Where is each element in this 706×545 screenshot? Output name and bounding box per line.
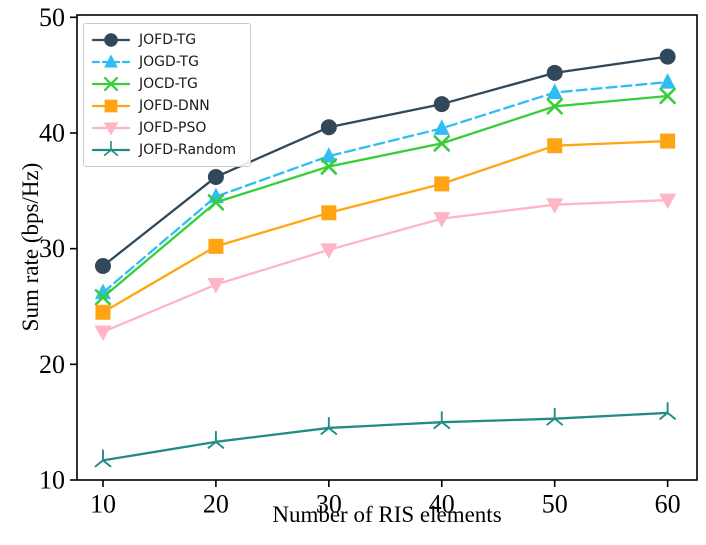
svg-text:10: 10 (90, 489, 116, 518)
legend-label: JOFD-TG (139, 32, 197, 48)
legend-label: JOFD-Random (139, 142, 236, 158)
svg-text:10: 10 (39, 466, 65, 495)
svg-text:40: 40 (429, 489, 455, 518)
legend-item-jocd-tg: JOCD-TG (92, 74, 236, 94)
legend-marker-tri-down-icon (92, 141, 130, 156)
legend-label: JOGD-TG (139, 54, 199, 70)
legend: JOFD-TG JOGD-TG JOCD-TG JOFD-DNN JOFD-PS… (83, 23, 251, 167)
y-axis-label: Sum rate (bps/Hz) (18, 162, 43, 332)
x-axis-label: Number of RIS elements (272, 502, 502, 527)
legend-item-jofd-pso: JOFD-PSO (92, 118, 236, 138)
svg-text:60: 60 (655, 489, 681, 518)
legend-marker-circle-icon (92, 33, 130, 47)
legend-item-jogd-tg: JOGD-TG (92, 52, 236, 72)
svg-text:20: 20 (39, 350, 65, 379)
legend-label: JOCD-TG (139, 76, 198, 92)
legend-item-jofd-tg: JOFD-TG (92, 30, 236, 50)
svg-text:40: 40 (39, 118, 65, 147)
legend-marker-square-icon (92, 99, 130, 113)
legend-marker-triangle-down-icon (92, 122, 130, 136)
legend-label: JOFD-DNN (139, 98, 210, 114)
svg-text:20: 20 (203, 489, 229, 518)
svg-text:50: 50 (39, 3, 65, 32)
svg-text:30: 30 (316, 489, 342, 518)
svg-text:30: 30 (39, 234, 65, 263)
legend-item-jofd-dnn: JOFD-DNN (92, 96, 236, 116)
legend-marker-x-icon (92, 76, 130, 92)
legend-label: JOFD-PSO (139, 120, 207, 136)
legend-marker-triangle-up-icon (92, 54, 130, 68)
svg-text:50: 50 (542, 489, 568, 518)
legend-item-jofd-random: JOFD-Random (92, 140, 236, 160)
